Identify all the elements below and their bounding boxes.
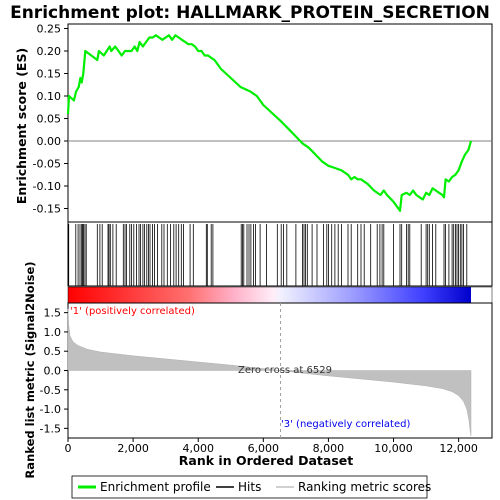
x-axis-ticks: 0 2,000 4,000 6,000 8,000 10,000 12,000 <box>65 438 478 455</box>
legend-frame <box>71 475 428 499</box>
ranking-y-axis-label: Ranked list metric (Signal2Noise) <box>23 261 37 478</box>
es-y-tick-label: -0.05 <box>33 158 61 171</box>
x-tick-label: 8,000 <box>313 442 345 455</box>
chart-title: Enrichment plot: HALLMARK_PROTEIN_SECRET… <box>10 3 490 23</box>
zero-cross-label: Zero cross at 6529 <box>238 365 332 376</box>
hits-panel <box>67 221 493 287</box>
x-axis-label: Rank in Ordered Dataset <box>179 453 353 468</box>
es-y-ticks: -0.15 -0.10 -0.05 0.00 0.05 0.10 0.15 0.20 0.25 <box>33 23 68 216</box>
es-y-tick-label: 0.25 <box>37 23 62 36</box>
es-panel-frame <box>67 23 493 223</box>
es-y-tick-label: 0.15 <box>37 68 62 81</box>
ranking-y-ticks: -1.5 -1.0 -0.5 0.0 0.5 1.0 1.5 <box>40 307 68 435</box>
ranking-y-tick-label: 0.5 <box>44 345 62 358</box>
ranking-y-tick-label: -0.5 <box>40 384 61 397</box>
ranking-y-tick-label: 1.0 <box>44 326 62 339</box>
es-y-tick-label: 0.00 <box>37 135 62 148</box>
legend-ranking-label: Ranking metric scores <box>298 480 431 494</box>
es-y-axis-label: Enrichment score (ES) <box>14 48 29 204</box>
ranking-y-tick-label: -1.0 <box>40 403 61 416</box>
x-tick-label: 12,000 <box>439 442 478 455</box>
rank-gradient-band <box>68 287 471 303</box>
rank-color-band <box>67 286 493 304</box>
ranking-y-tick-label: 1.5 <box>44 307 62 320</box>
es-y-tick-label: -0.15 <box>33 203 61 216</box>
x-tick-label: 6,000 <box>248 442 280 455</box>
es-y-tick-label: 0.05 <box>37 113 62 126</box>
x-tick-label: 0 <box>65 442 72 455</box>
es-y-tick-label: 0.20 <box>37 45 62 58</box>
es-y-tick-label: 0.10 <box>37 90 62 103</box>
es-y-tick-label: -0.10 <box>33 180 61 193</box>
legend: Enrichment profile Hits Ranking metric s… <box>71 475 431 499</box>
ranking-y-tick-label: 0.0 <box>44 365 62 378</box>
hit-lines <box>68 224 468 286</box>
x-tick-label: 10,000 <box>374 442 413 455</box>
ranking-y-tick-label: -1.5 <box>40 422 61 435</box>
negative-correlation-label: '3' (negatively correlated) <box>281 419 410 430</box>
positive-correlation-label: '1' (positively correlated) <box>70 306 195 317</box>
x-tick-label: 4,000 <box>182 442 214 455</box>
legend-enrichment-label: Enrichment profile <box>100 480 211 494</box>
legend-hits-label: Hits <box>238 480 261 494</box>
es-panel: -0.15-0.10-0.050.000.050.100.150.200.25 … <box>14 23 493 223</box>
ranking-panel: -1.5 -1.0 -0.5 0.0 0.5 1.0 1.5 '1' (positively… <box>23 261 493 479</box>
enrichment-profile-line <box>66 34 473 212</box>
ranking-metric-area <box>67 308 472 437</box>
x-tick-label: 2,000 <box>117 442 149 455</box>
